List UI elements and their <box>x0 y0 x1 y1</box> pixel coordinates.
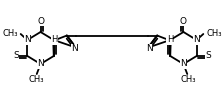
Text: CH₃: CH₃ <box>181 75 196 84</box>
Text: CH₃: CH₃ <box>2 30 18 39</box>
Text: N: N <box>146 44 153 53</box>
Text: N: N <box>24 35 31 45</box>
Text: O: O <box>180 16 187 26</box>
Text: N: N <box>37 60 44 68</box>
Text: CH₃: CH₃ <box>28 75 43 84</box>
Text: H: H <box>167 35 173 44</box>
Text: O: O <box>37 16 44 26</box>
Text: S: S <box>205 51 211 60</box>
Text: N: N <box>180 60 187 68</box>
Text: S: S <box>13 51 19 60</box>
Text: N: N <box>71 44 78 53</box>
Text: CH₃: CH₃ <box>206 30 222 39</box>
Text: H: H <box>51 35 57 44</box>
Text: N: N <box>193 35 200 45</box>
